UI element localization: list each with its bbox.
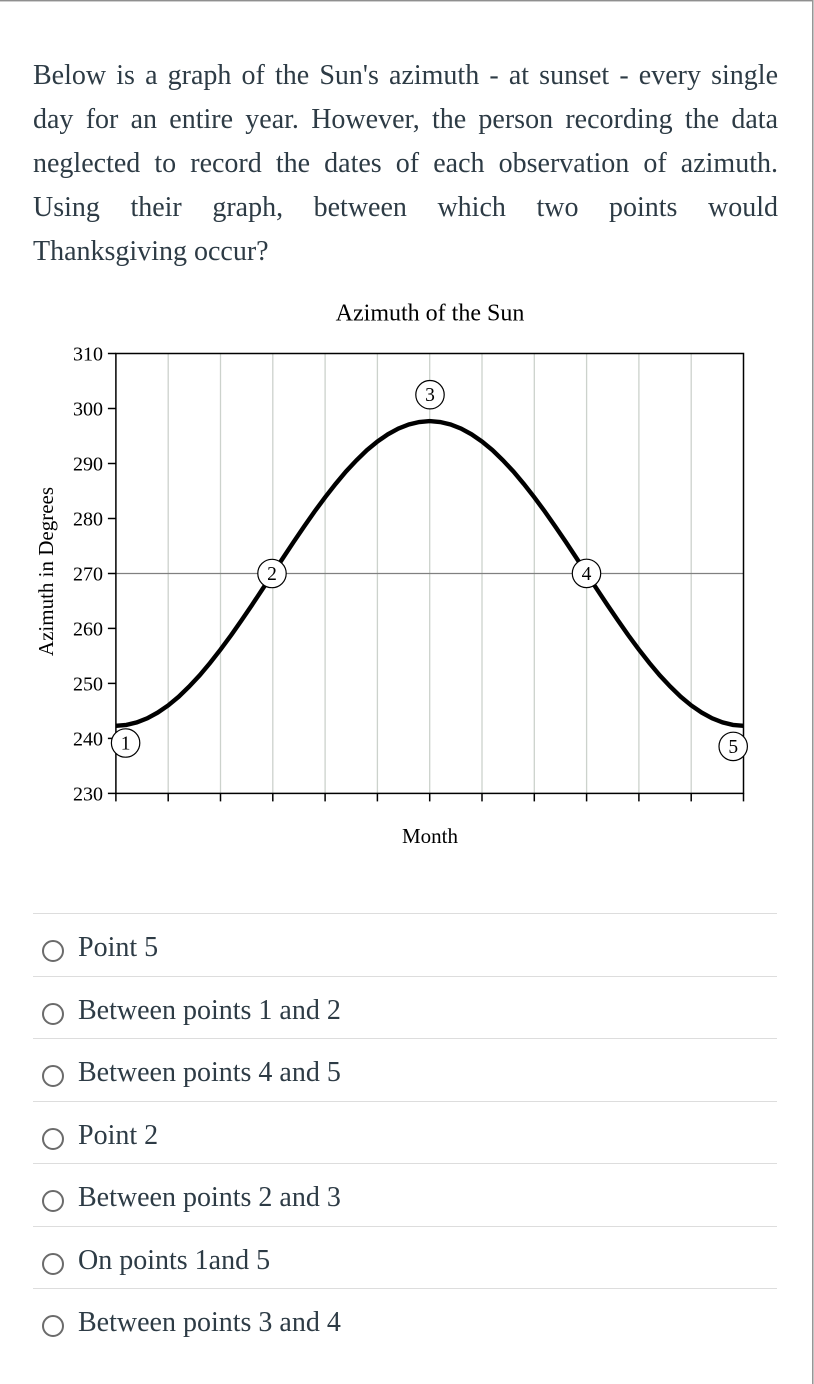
- svg-text:3: 3: [425, 385, 435, 406]
- svg-text:230: 230: [73, 783, 103, 805]
- svg-text:260: 260: [73, 618, 103, 640]
- svg-text:280: 280: [73, 509, 103, 531]
- svg-text:310: 310: [73, 344, 103, 366]
- svg-text:250: 250: [73, 673, 103, 695]
- svg-text:240: 240: [73, 728, 103, 750]
- svg-text:270: 270: [73, 564, 103, 586]
- svg-text:5: 5: [728, 737, 738, 758]
- svg-text:290: 290: [73, 454, 103, 476]
- svg-text:Month: Month: [402, 824, 459, 848]
- svg-text:2: 2: [267, 564, 277, 585]
- svg-text:300: 300: [73, 399, 103, 421]
- svg-text:Azimuth in Degrees: Azimuth in Degrees: [34, 487, 58, 656]
- svg-text:4: 4: [582, 564, 592, 585]
- svg-text:Azimuth of the Sun: Azimuth of the Sun: [336, 301, 525, 327]
- svg-text:1: 1: [121, 734, 131, 755]
